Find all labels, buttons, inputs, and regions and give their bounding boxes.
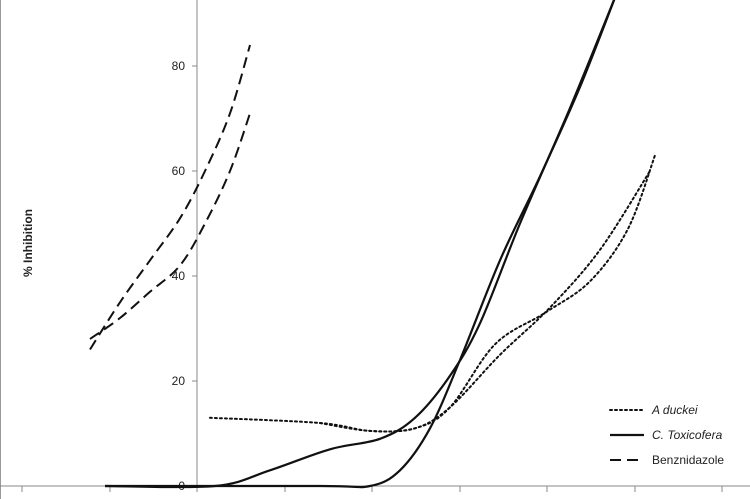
legend: A duckei C. Toxicofera Benznidazole bbox=[609, 403, 724, 467]
y-tick-label: 60 bbox=[172, 164, 186, 178]
legend-label-a-duckei: A duckei bbox=[651, 403, 698, 417]
series-line-c-toxicofera-2 bbox=[105, 0, 616, 489]
y-tick-label: 80 bbox=[172, 59, 186, 73]
series-group bbox=[89, 0, 656, 489]
y-axis-title: % Inhibition bbox=[21, 209, 35, 277]
series-line-benznidazole-2 bbox=[89, 112, 251, 340]
series-line-a-duckei-1 bbox=[209, 170, 651, 433]
y-tick-label: 40 bbox=[172, 269, 186, 283]
series-line-c-toxicofera-1 bbox=[104, 0, 616, 489]
legend-label-benznidazole: Benznidazole bbox=[652, 453, 724, 467]
series-line-benznidazole-1 bbox=[89, 44, 251, 351]
legend-label-c-toxicofera: C. Toxicofera bbox=[652, 428, 723, 442]
series-line-a-duckei-2 bbox=[319, 154, 656, 433]
y-tick-label: 20 bbox=[172, 374, 186, 388]
